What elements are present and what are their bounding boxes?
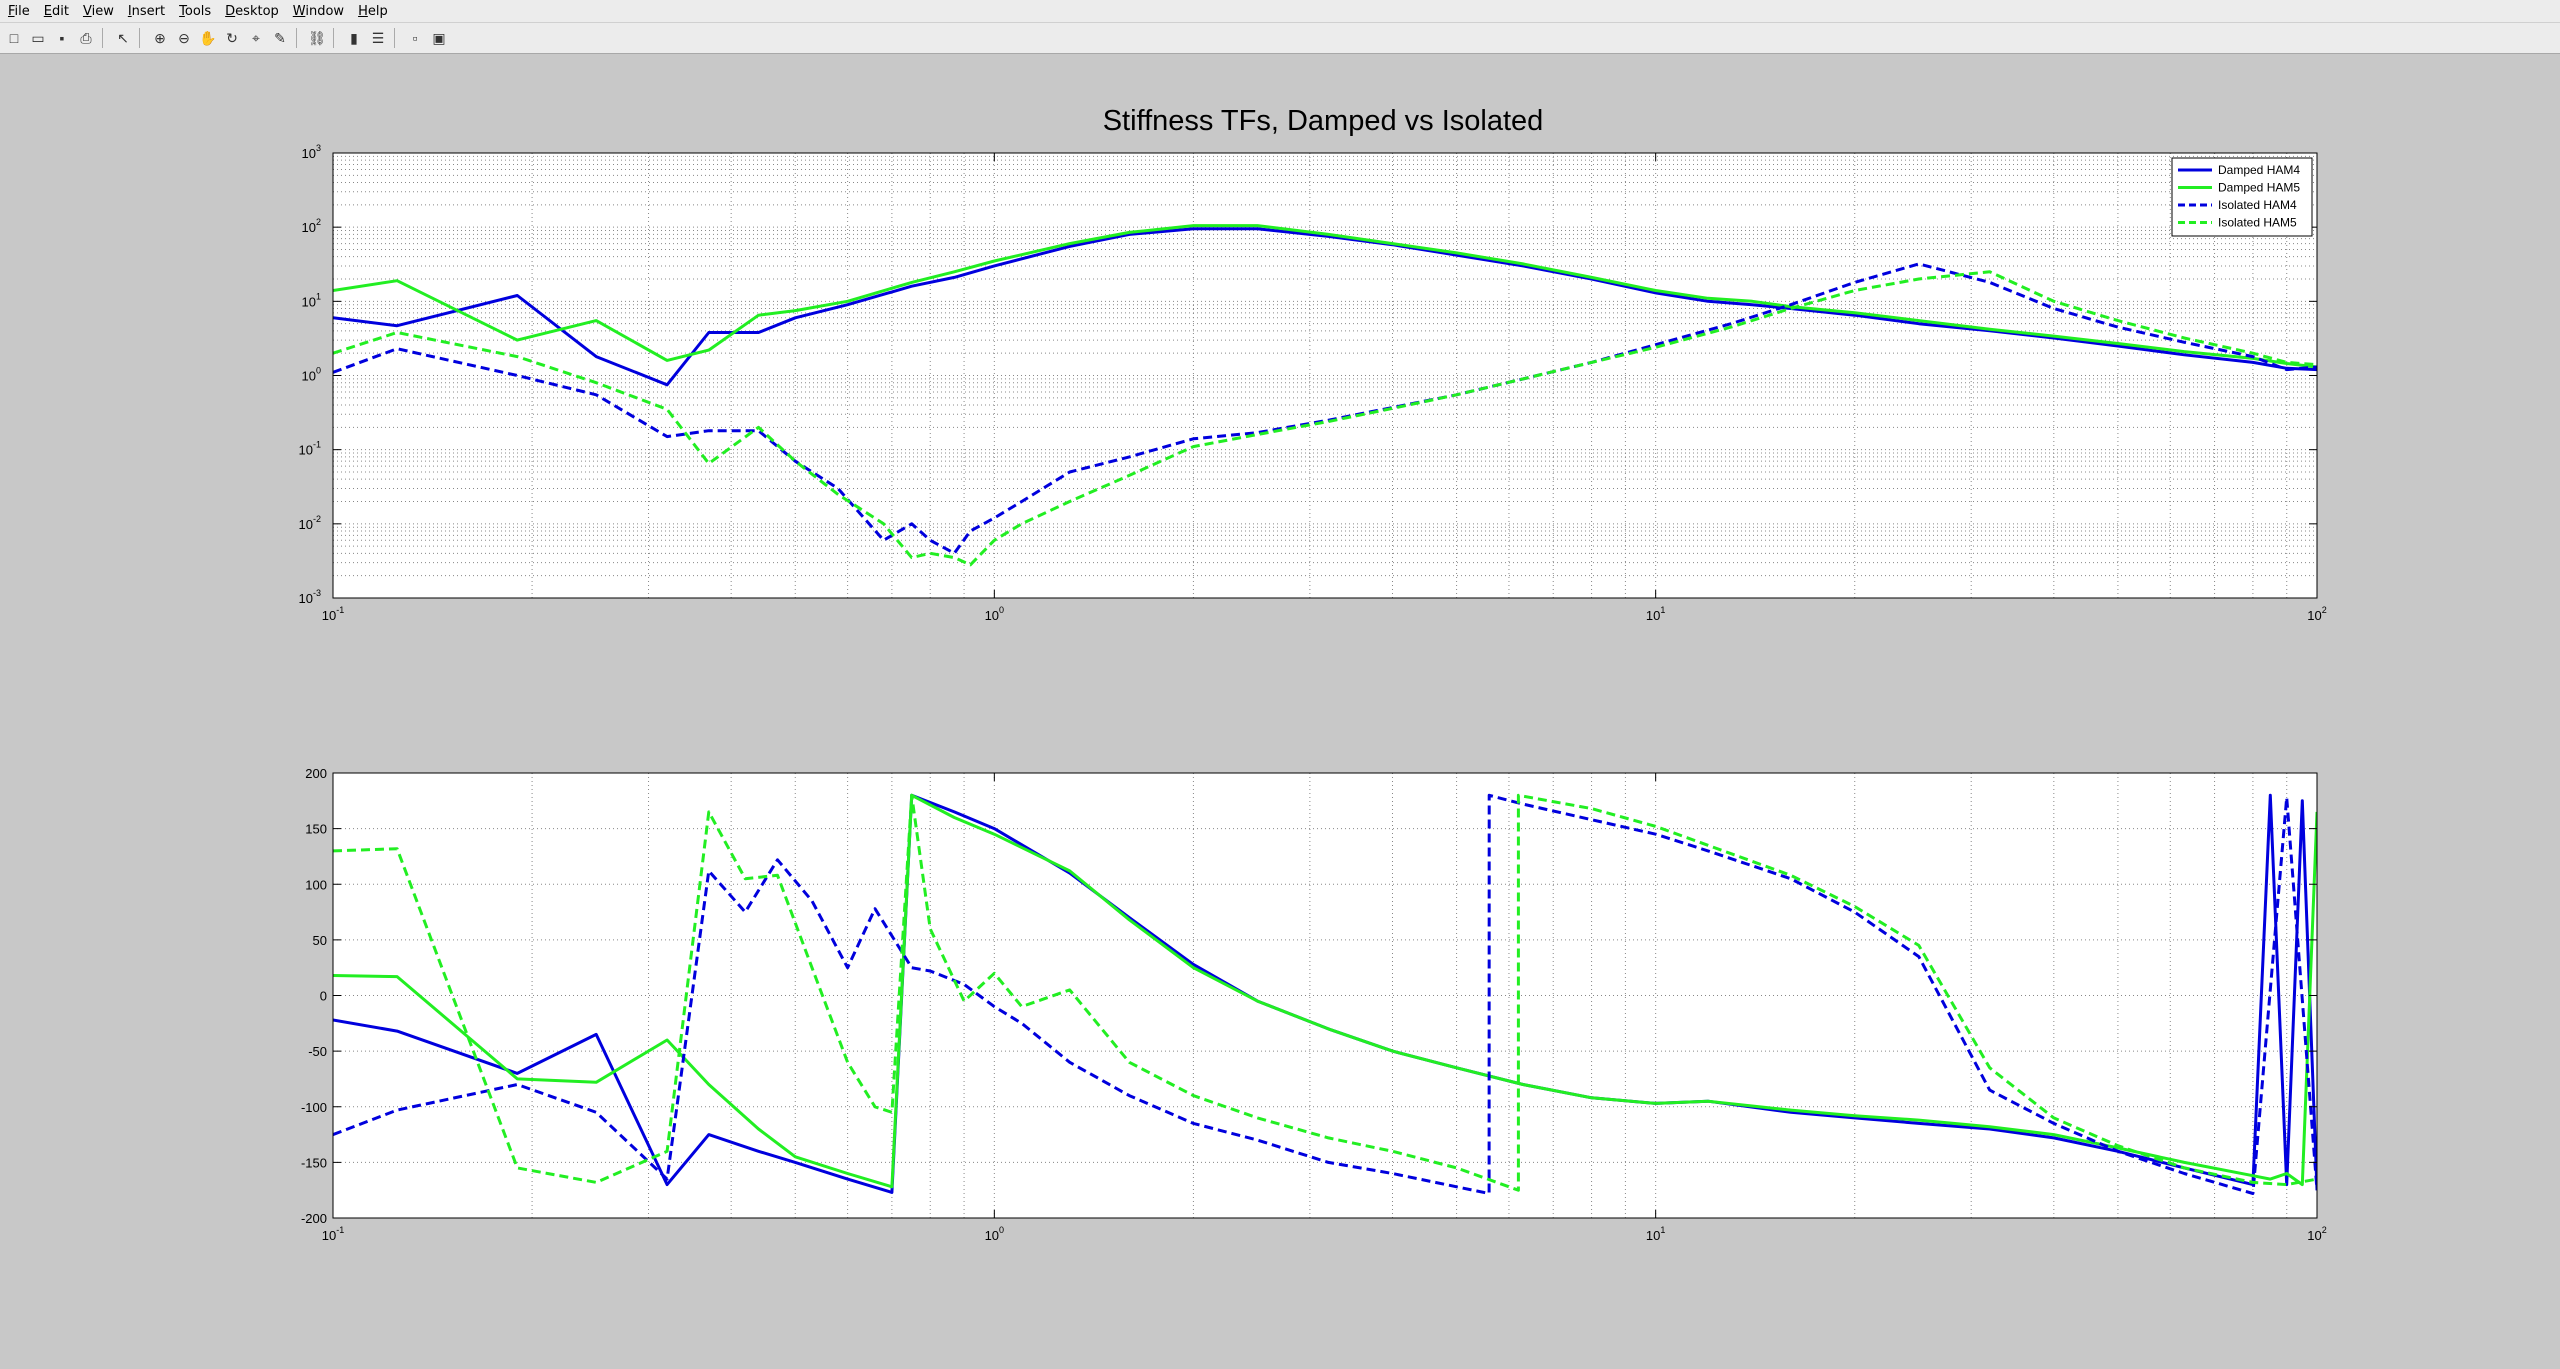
x-tick-label: 100	[985, 1225, 1004, 1243]
y-tick-label: 101	[302, 291, 321, 309]
menu-file[interactable]: File	[8, 3, 30, 19]
magnitude-axes[interactable]: 10-1 100 101 102 10-3 10-2 10-1 100 101 102 103 Dam…	[299, 143, 2327, 623]
menu-help[interactable]: Help	[358, 3, 388, 19]
hide-plot-tools-icon[interactable]: ▫	[412, 30, 418, 46]
series-isolated-ham5	[333, 793, 2317, 1192]
legend-label: Damped HAM4	[2218, 163, 2300, 177]
series-isolated-ham4	[333, 262, 2317, 555]
y-tick-label: 103	[302, 143, 321, 161]
series-isolated-ham4	[333, 793, 2317, 1195]
colorbar-icon[interactable]: ▮	[350, 30, 358, 46]
select-arrow-icon[interactable]: ↖	[117, 30, 129, 46]
series-isolated-ham5	[333, 270, 2317, 567]
menu-window[interactable]: Window	[292, 3, 345, 19]
x-tick-label: 10-1	[322, 1225, 344, 1243]
data-cursor-icon[interactable]: ⌖	[252, 30, 260, 46]
x-tick-label: 101	[1646, 605, 1665, 623]
x-tick-label: 101	[1646, 1225, 1665, 1243]
chart-title: Stiffness TFs, Damped vs Isolated	[1103, 105, 1544, 137]
y-tick-label: 10-3	[299, 588, 321, 606]
y-tick-label: 102	[302, 217, 321, 235]
series-damped-ham5	[333, 224, 2317, 369]
menu-insert[interactable]: Insert	[127, 3, 166, 19]
x-tick-label: 10-1	[322, 605, 344, 623]
phase-axes[interactable]: 10-1 100 101 102 -200 -150 -100 -50 0 50 100 150 200	[301, 766, 2327, 1243]
series-group	[333, 793, 2317, 1195]
menu-edit[interactable]: Edit	[43, 3, 69, 19]
y-tick-label: -150	[301, 1155, 327, 1170]
save-icon[interactable]: ▪	[59, 30, 65, 46]
open-file-icon[interactable]: ▭	[31, 30, 45, 46]
y-tick-label: -50	[308, 1044, 327, 1059]
legend-label: Damped HAM5	[2218, 181, 2300, 195]
figure-svg: Stiffness TFs, Damped vs Isolated 10-1 10…	[299, 105, 2327, 1243]
pan-hand-icon[interactable]: ✋	[199, 30, 217, 46]
rotate-3d-icon[interactable]: ↻	[226, 30, 238, 46]
toolbar-separator	[102, 28, 103, 48]
toolbar-separator	[394, 28, 395, 48]
legend-label: Isolated HAM4	[2218, 198, 2297, 212]
show-plot-tools-icon[interactable]: ▣	[432, 30, 446, 46]
toolbar: □ ▭ ▪ ⎙ ↖ ⊕ ⊖ ✋ ↻ ⌖ ✎ ⛓ ▮ ☰ ▫ ▣	[0, 23, 2560, 54]
x-tick-label: 100	[985, 605, 1004, 623]
menu-tools[interactable]: Tools	[179, 3, 212, 19]
y-tick-label: -200	[301, 1211, 327, 1226]
y-tick-label: -100	[301, 1100, 327, 1115]
brush-icon[interactable]: ✎	[274, 30, 286, 46]
y-tick-label: 150	[305, 822, 327, 837]
y-tick-label: 200	[305, 766, 327, 781]
x-tick-label: 102	[2307, 605, 2326, 623]
link-plot-icon[interactable]: ⛓	[308, 30, 326, 46]
legend[interactable]: Damped HAM4 Damped HAM5 Isolated HAM4 Isola…	[2171, 157, 2313, 237]
legend-icon[interactable]: ☰	[371, 30, 385, 46]
y-tick-label: 10-2	[299, 514, 321, 532]
x-tick-label: 102	[2307, 1225, 2326, 1243]
menu-view[interactable]: View	[82, 3, 114, 19]
y-tick-label: 100	[305, 877, 327, 892]
toolbar-separator	[296, 28, 297, 48]
toolbar-separator	[333, 28, 334, 48]
y-tick-label: 50	[313, 933, 327, 948]
print-icon[interactable]: ⎙	[80, 30, 92, 46]
figure-canvas: Stiffness TFs, Damped vs Isolated 10-1 10…	[0, 54, 2560, 1364]
series-group	[333, 224, 2317, 567]
y-tick-label: 10-1	[299, 440, 321, 458]
legend-label: Isolated HAM5	[2218, 216, 2297, 230]
new-figure-icon[interactable]: □	[9, 30, 19, 46]
menu-bar: File Edit View Insert Tools Desktop Window Help	[0, 0, 2560, 23]
zoom-in-icon[interactable]: ⊕	[154, 30, 166, 46]
y-tick-label: 0	[320, 989, 327, 1004]
toolbar-separator	[139, 28, 140, 48]
menu-desktop[interactable]: Desktop	[225, 3, 279, 19]
zoom-out-icon[interactable]: ⊖	[178, 30, 190, 46]
y-tick-label: 100	[302, 366, 321, 384]
